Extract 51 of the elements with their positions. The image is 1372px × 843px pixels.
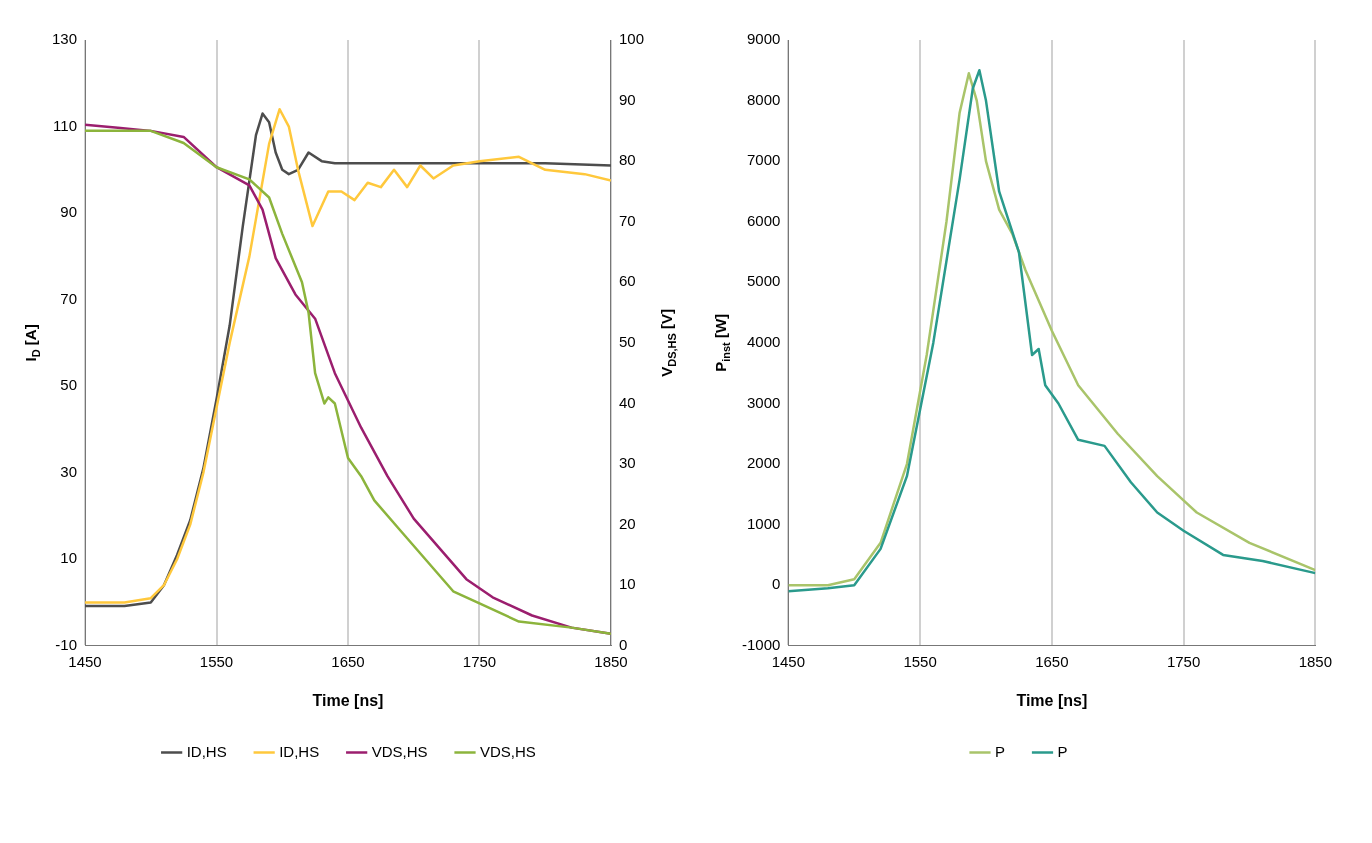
y2-tick-label: 80 bbox=[618, 151, 636, 169]
x-axis-title: Time [ns] bbox=[312, 691, 384, 709]
y-tick-label: 7000 bbox=[746, 151, 781, 169]
y-tick-label: 6000 bbox=[746, 211, 781, 229]
y-tick-label: 4000 bbox=[746, 333, 781, 351]
x-axis-title: Time [ns] bbox=[1016, 691, 1088, 709]
y-tick-label: 8000 bbox=[746, 90, 781, 108]
x-tick-label: 1750 bbox=[462, 652, 497, 670]
y2-tick-label: 60 bbox=[618, 272, 636, 290]
y-tick-label: 90 bbox=[60, 203, 78, 221]
y-axis-title: ID [A] bbox=[22, 324, 43, 362]
y-axis-title: Pinst [W] bbox=[712, 313, 733, 372]
x-tick-label: 1650 bbox=[331, 652, 365, 670]
legend-label: ID,HS bbox=[186, 742, 227, 760]
y2-tick-label: 70 bbox=[618, 211, 636, 229]
x-tick-label: 1450 bbox=[771, 652, 806, 670]
y-tick-label: 130 bbox=[52, 30, 78, 48]
y-tick-label: 50 bbox=[60, 376, 78, 394]
y-tick-label: 2000 bbox=[746, 454, 781, 472]
y2-axis-title: VDS,HS [V] bbox=[658, 309, 679, 377]
y-tick-label: -10 bbox=[55, 635, 78, 653]
y-tick-label: -1000 bbox=[741, 635, 781, 653]
y2-tick-label: 40 bbox=[618, 393, 636, 411]
y2-tick-label: 20 bbox=[618, 514, 636, 532]
x-tick-label: 1750 bbox=[1166, 652, 1201, 670]
y-tick-label: 3000 bbox=[746, 393, 781, 411]
y2-tick-label: 30 bbox=[618, 454, 636, 472]
y-tick-label: 10 bbox=[60, 549, 78, 567]
y-tick-label: 9000 bbox=[746, 30, 781, 48]
y2-tick-label: 0 bbox=[618, 635, 628, 653]
y-tick-label: 30 bbox=[60, 462, 78, 480]
y-tick-label: 110 bbox=[53, 116, 78, 134]
y2-tick-label: 10 bbox=[618, 575, 636, 593]
x-tick-label: 1450 bbox=[68, 652, 102, 670]
y-tick-label: 1000 bbox=[746, 514, 781, 532]
y-tick-label: 0 bbox=[772, 575, 781, 593]
legend-label: ID,HS bbox=[279, 742, 320, 760]
x-tick-label: 1650 bbox=[1035, 652, 1069, 670]
legend-label: P bbox=[995, 742, 1006, 760]
x-tick-label: 1850 bbox=[1298, 652, 1332, 670]
x-tick-label: 1850 bbox=[594, 652, 628, 670]
y2-tick-label: 100 bbox=[618, 30, 644, 48]
x-tick-label: 1550 bbox=[903, 652, 937, 670]
legend-label: VDS,HS bbox=[480, 742, 536, 760]
x-tick-label: 1550 bbox=[199, 652, 234, 670]
y2-tick-label: 90 bbox=[618, 90, 636, 108]
legend-label: P bbox=[1057, 742, 1068, 760]
legend-label: VDS,HS bbox=[371, 742, 428, 760]
y2-tick-label: 50 bbox=[618, 333, 636, 351]
y-tick-label: 5000 bbox=[746, 272, 781, 290]
y-tick-label: 70 bbox=[60, 289, 78, 307]
